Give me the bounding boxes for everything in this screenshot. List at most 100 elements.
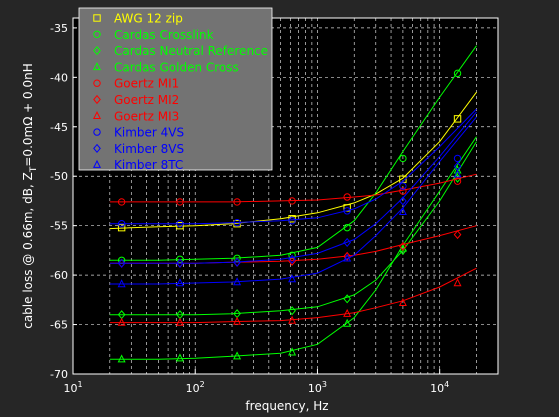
legend-label: Kimber 8TC (114, 158, 183, 172)
legend-item: Kimber 8VS (93, 142, 184, 156)
series-marker (233, 351, 242, 360)
series-marker (233, 219, 241, 227)
legend-item: Kimber 8TC (92, 158, 183, 172)
series-line (109, 267, 477, 324)
legend-marker (93, 79, 101, 87)
x-tick-label: 101 (63, 380, 82, 395)
series-marker (398, 207, 407, 216)
series-marker (288, 197, 296, 205)
legend-label: Cardas Neutral Reference (114, 44, 268, 58)
series-marker (117, 258, 126, 268)
x-axis-label: frequency, Hz (245, 399, 328, 413)
y-tick-label: -35 (50, 22, 68, 35)
legend-label: Cardas Crosslink (114, 28, 214, 42)
y-tick-label: -50 (50, 170, 68, 183)
series-marker (233, 257, 241, 267)
legend-label: Cardas Golden Cross (114, 60, 239, 74)
series-marker (288, 254, 296, 264)
series-marker (343, 251, 352, 261)
series-marker (453, 229, 462, 240)
series-marker (343, 223, 351, 232)
series-marker (176, 198, 184, 206)
series-marker (175, 353, 184, 362)
x-tick-label: 104 (430, 380, 449, 395)
series-marker (399, 182, 407, 190)
series-marker (288, 347, 297, 356)
series-3 (109, 136, 477, 363)
legend-label: Goertz MI3 (114, 109, 179, 123)
series-marker (176, 219, 184, 228)
legend-label: Kimber 4VS (114, 126, 184, 140)
series-marker (453, 115, 462, 123)
y-tick-label: -45 (50, 121, 68, 134)
legend-marker (93, 143, 101, 153)
series-marker (117, 219, 126, 228)
series-marker (343, 207, 351, 215)
series-marker (176, 221, 184, 230)
series-marker (233, 316, 242, 325)
y-axis-label-main: cable loss @ 0.66m, dB, Z (21, 172, 35, 329)
legend-marker (92, 62, 102, 71)
series-marker (233, 277, 242, 286)
plot-frame (72, 17, 499, 375)
x-axis: 101 102 103 104 (63, 369, 449, 395)
y-tick-label: -65 (50, 319, 68, 332)
series-marker (453, 69, 462, 78)
y-tick-label: -60 (50, 269, 68, 282)
series-marker (343, 294, 352, 304)
series-marker (453, 154, 462, 163)
legend-item: Cardas Golden Cross (92, 60, 239, 74)
series-marker (175, 317, 184, 326)
legend-marker (93, 30, 101, 38)
legend-box (78, 7, 273, 171)
legend-label: Kimber 8VS (114, 142, 184, 156)
legend-marker (93, 46, 101, 56)
series-marker (399, 241, 407, 252)
series-marker (117, 354, 126, 363)
series-marker (399, 154, 407, 163)
legend-item: AWG 12 zip (93, 12, 183, 26)
series-4 (109, 173, 477, 206)
series-marker (117, 317, 126, 326)
series-marker (453, 169, 462, 178)
series-marker (288, 217, 296, 225)
series-8 (109, 111, 477, 268)
legend-marker (92, 110, 102, 119)
legend-item: Cardas Neutral Reference (93, 44, 268, 58)
series-7 (109, 108, 477, 228)
series-line (109, 116, 477, 285)
legend-item: Goertz MI3 (92, 109, 179, 123)
series-marker (288, 251, 296, 260)
legend-marker (92, 159, 102, 168)
series-marker (117, 223, 126, 232)
series-marker (343, 237, 352, 248)
series-marker (288, 274, 297, 283)
legend-marker (93, 128, 101, 136)
series-marker (288, 215, 296, 223)
legend-label: Goertz MI1 (114, 77, 179, 91)
series-marker (175, 278, 184, 287)
series-marker (453, 278, 462, 287)
series-marker (398, 297, 407, 306)
series-marker (288, 315, 297, 324)
legend-item: Goertz MI1 (93, 77, 179, 91)
series-marker (117, 198, 126, 206)
legend-item: Cardas Crosslink (93, 28, 214, 42)
series-marker (117, 279, 126, 288)
x-tick-label: 103 (308, 380, 327, 395)
y-axis-label-subscript: T (29, 166, 39, 173)
series-marker (176, 258, 184, 268)
series-marker (399, 175, 407, 183)
y-axis-label-rest: =0.0mΩ + 0.0nH (21, 63, 35, 166)
series-marker (343, 253, 352, 262)
legend: AWG 12 zip Cardas Crosslink Cardas Neutral… (78, 7, 273, 172)
series-marker (288, 306, 296, 316)
series-marker (233, 198, 241, 206)
series-marker (343, 318, 352, 327)
y-tick-label: -55 (50, 220, 68, 233)
series-marker (343, 308, 352, 317)
legend-label: Goertz MI2 (114, 93, 179, 107)
series-marker (176, 255, 184, 263)
legend-marker (93, 14, 101, 22)
series-6 (109, 267, 477, 326)
